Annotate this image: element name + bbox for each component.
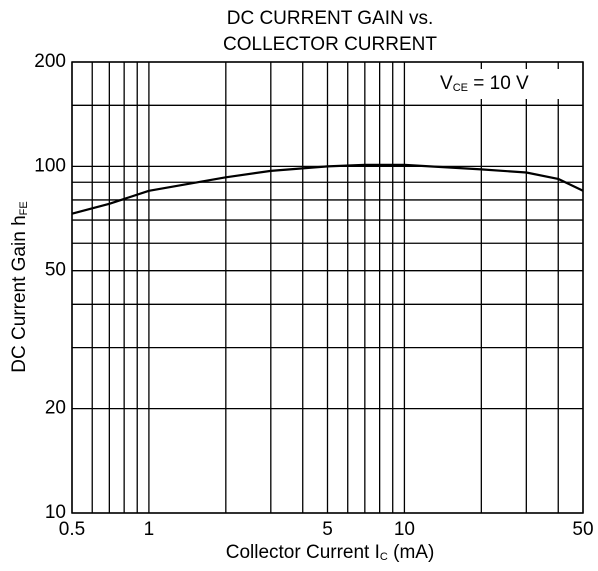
y-axis-label-sub: FE bbox=[18, 201, 30, 215]
x-axis-label-sub: C bbox=[380, 551, 388, 563]
x-axis-label: Collector Current IC (mA) bbox=[226, 542, 435, 563]
x-axis-label-part: (mA) bbox=[388, 542, 434, 563]
y-tick-label: 20 bbox=[45, 398, 66, 419]
annotation: VCE = 10 V bbox=[440, 73, 529, 94]
annotation-part: = 10 V bbox=[468, 73, 529, 94]
y-axis-label: DC Current Gain hFE bbox=[9, 201, 30, 372]
x-tick-label: 50 bbox=[572, 519, 593, 540]
annotation-bg bbox=[432, 69, 560, 99]
data-line bbox=[71, 163, 584, 215]
x-tick-label: 5 bbox=[322, 519, 333, 540]
plot-frame bbox=[71, 61, 584, 514]
x-axis-label-part: Collector Current I bbox=[226, 542, 380, 563]
y-tick-label: 200 bbox=[34, 51, 66, 72]
chart-title: DC CURRENT GAIN vs. bbox=[227, 8, 434, 29]
annotation-part: V bbox=[440, 73, 453, 94]
y-tick-label: 50 bbox=[45, 260, 66, 281]
chart-title: COLLECTOR CURRENT bbox=[223, 34, 437, 55]
annotation-part: CE bbox=[453, 82, 468, 94]
x-tick-label: 0.5 bbox=[59, 519, 85, 540]
y-tick-label: 10 bbox=[45, 502, 66, 523]
y-axis-label-part: DC Current Gain h bbox=[9, 215, 30, 372]
x-tick-label: 1 bbox=[144, 519, 155, 540]
x-tick-label: 10 bbox=[394, 519, 415, 540]
y-tick-label: 100 bbox=[34, 155, 66, 176]
